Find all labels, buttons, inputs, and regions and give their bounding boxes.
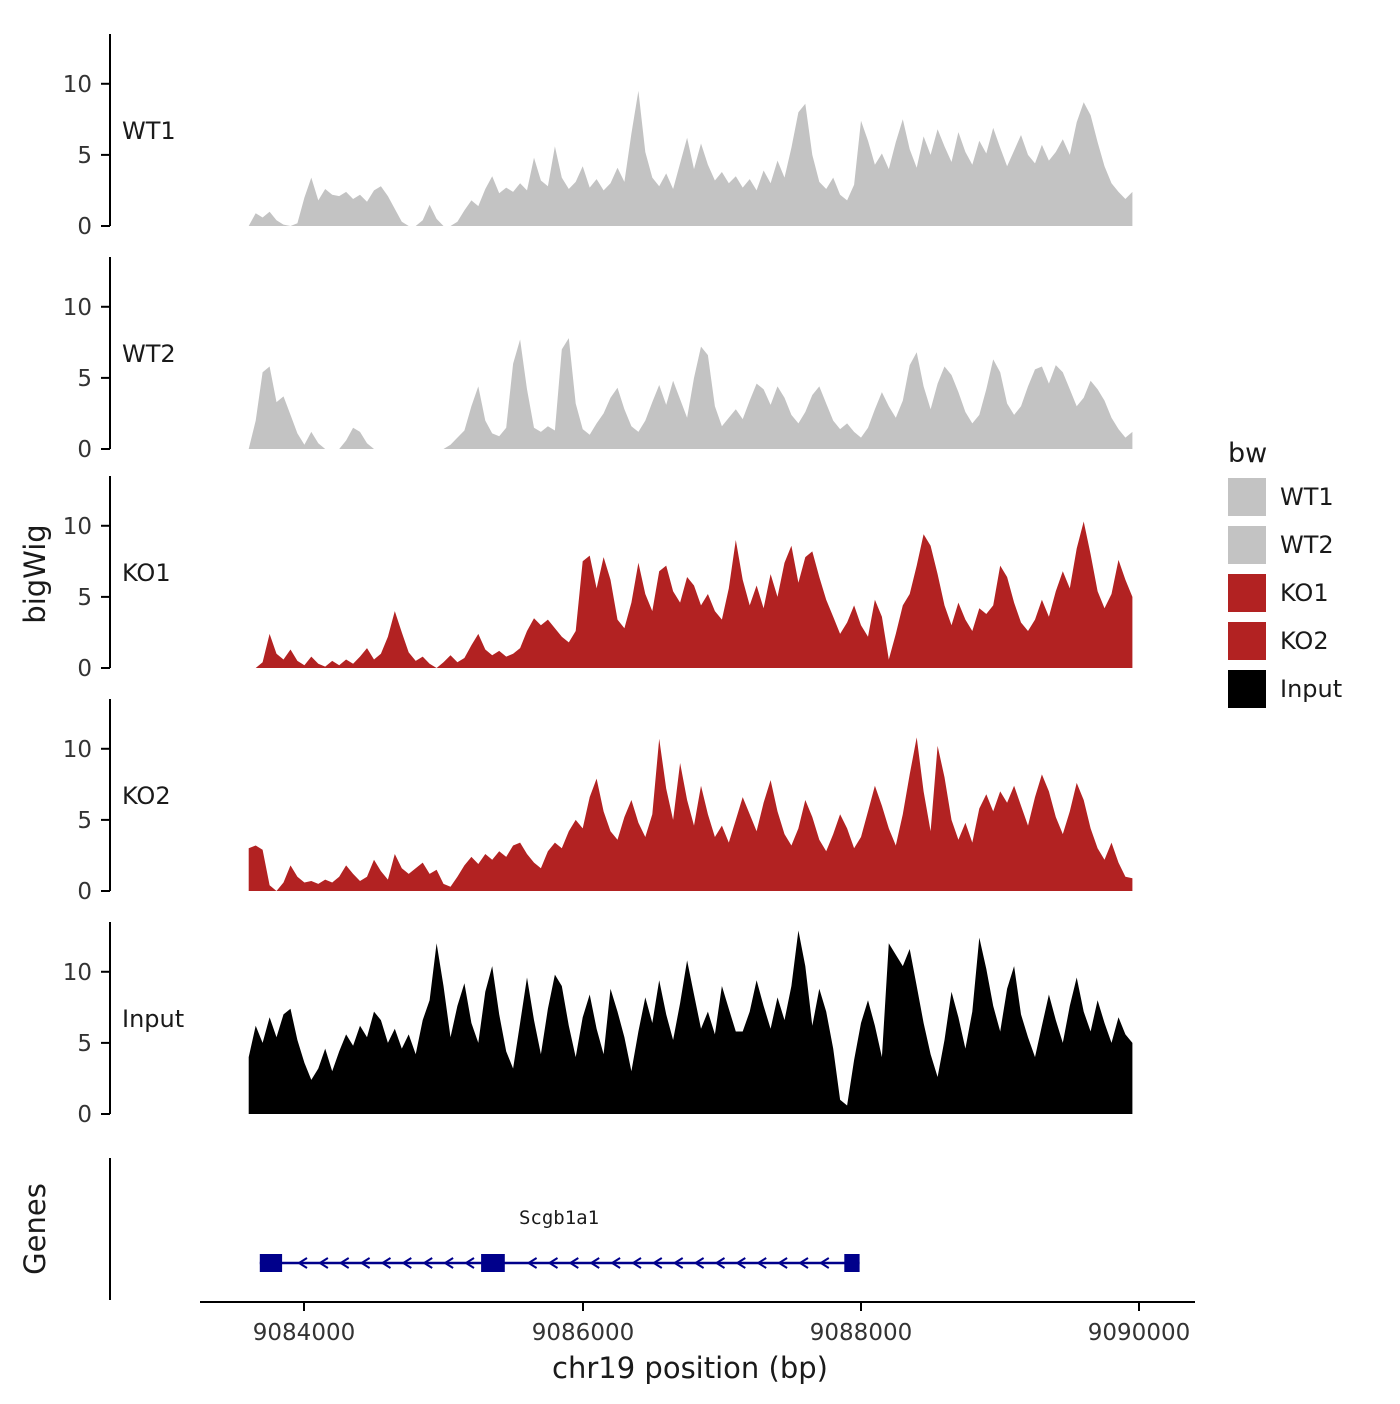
legend-label: KO2: [1280, 627, 1329, 655]
legend-item: WT2: [1228, 526, 1334, 564]
strand-arrow-icon: [526, 1257, 538, 1269]
track-panel-ko2: 0 5 10 KO2: [63, 699, 1133, 905]
gene-exon: [259, 1254, 283, 1272]
y-tick-label: 0: [77, 1102, 92, 1128]
y-tick-label: 5: [77, 585, 92, 611]
strand-arrow-icon: [422, 1257, 433, 1269]
legend-item: WT1: [1228, 478, 1334, 516]
y-tick-label: 0: [77, 214, 92, 240]
coverage-area-wt1: [248, 90, 1133, 227]
strand-arrow-icon: [631, 1257, 642, 1269]
coverage-area-wt2: [248, 338, 1133, 449]
y-tick-label: 10: [63, 960, 92, 986]
legend-item: KO1: [1228, 574, 1329, 612]
legend-swatch: [1228, 670, 1266, 708]
legend-label: KO1: [1280, 579, 1329, 607]
strand-arrow-icon: [297, 1257, 308, 1269]
strand-arrow-icon: [401, 1257, 412, 1269]
strand-arrow-icon: [589, 1257, 600, 1269]
y-tick-label: 10: [63, 514, 92, 540]
strand-arrow-icon: [464, 1257, 475, 1269]
y-tick-label: 10: [63, 295, 92, 321]
strand-arrow-icon: [318, 1257, 329, 1269]
y-tick-label: 5: [77, 1031, 92, 1057]
coverage-area-ko1: [248, 521, 1133, 668]
track-label: Input: [122, 1005, 184, 1033]
strand-arrow-icon: [359, 1257, 371, 1269]
y-tick-label: 5: [77, 366, 92, 392]
strand-arrow-icon: [547, 1257, 559, 1269]
y-tick-label: 0: [77, 656, 92, 682]
track-panel-wt2: 0 5 10 WT2: [63, 257, 1133, 463]
track-panel-wt1: 0 5 10 WT1: [63, 34, 1133, 240]
y-tick-label: 5: [77, 808, 92, 834]
gene-exon: [481, 1254, 505, 1272]
coverage-tracks: 0 5 10 WT1 0 5 10 WT2 0 5 10 KO1 0 5 10 KO2 0 5 10 Input: [63, 34, 1133, 1128]
y-tick-label: 5: [77, 143, 92, 169]
legend-swatch: [1228, 574, 1266, 612]
y-tick-label: 0: [77, 437, 92, 463]
coverage-area-input: [248, 930, 1133, 1114]
strand-arrow-icon: [443, 1257, 454, 1269]
legend-swatch: [1228, 478, 1266, 516]
strand-arrow-icon: [756, 1257, 767, 1269]
y-tick-label: 0: [77, 879, 92, 905]
x-tick-label: 9090000: [1088, 1320, 1190, 1346]
x-axis-title: chr19 position (bp): [552, 1351, 828, 1385]
legend-label: WT1: [1280, 483, 1334, 511]
x-tick-label: 9086000: [532, 1320, 634, 1346]
legend-swatch: [1228, 526, 1266, 564]
legend: bw WT1 WT2 KO1 KO2 Input: [1228, 438, 1342, 708]
track-label: KO2: [122, 782, 171, 810]
genes-axis-title: Genes: [18, 1183, 52, 1275]
gene-track: [109, 1158, 860, 1300]
strand-arrow-icon: [651, 1257, 663, 1269]
strand-arrow-icon: [798, 1257, 809, 1269]
track-label: KO1: [122, 559, 171, 587]
y-tick-label: 10: [63, 72, 92, 98]
strand-arrow-icon: [777, 1257, 788, 1269]
gene-name-label: Scgb1a1: [519, 1207, 599, 1229]
legend-title: bw: [1228, 438, 1267, 469]
legend-label: WT2: [1280, 531, 1334, 559]
gene-exon: [844, 1254, 860, 1272]
track-panel-input: 0 5 10 Input: [63, 922, 1133, 1128]
legend-label: Input: [1280, 675, 1342, 703]
y-tick-label: 10: [63, 737, 92, 763]
y-axis-title: bigWig: [18, 524, 52, 623]
track-panel-ko1: 0 5 10 KO1: [63, 476, 1133, 682]
strand-arrow-icon: [610, 1257, 621, 1269]
strand-arrow-icon: [693, 1257, 705, 1269]
x-tick-label: 9088000: [810, 1320, 912, 1346]
track-label: WT2: [122, 340, 176, 368]
strand-arrow-icon: [568, 1257, 579, 1269]
strand-arrow-icon: [672, 1257, 684, 1269]
strand-arrow-icon: [735, 1257, 746, 1269]
legend-item: Input: [1228, 670, 1342, 708]
legend-item: KO2: [1228, 622, 1329, 660]
coverage-area-ko2: [248, 737, 1133, 891]
x-axis: 9084000 9086000 9088000 9090000 chr19 po…: [200, 1301, 1195, 1385]
x-tick-label: 9084000: [253, 1320, 355, 1346]
strand-arrow-icon: [714, 1257, 726, 1269]
strand-arrow-icon: [380, 1257, 392, 1269]
strand-arrow-icon: [818, 1257, 830, 1269]
track-label: WT1: [122, 117, 176, 145]
legend-swatch: [1228, 622, 1266, 660]
strand-arrow-icon: [338, 1257, 350, 1269]
